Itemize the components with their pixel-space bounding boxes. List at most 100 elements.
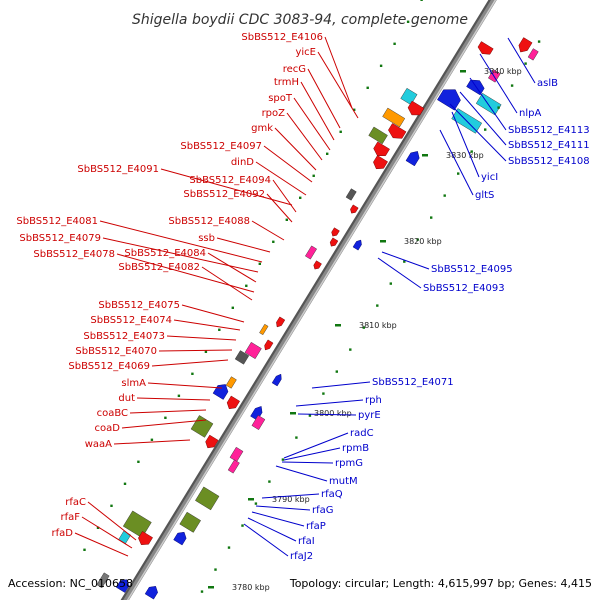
scale-label: 3800 kbp	[314, 409, 352, 418]
gene-feature	[96, 572, 110, 589]
gene-feature	[118, 530, 131, 544]
tick-mark	[150, 438, 154, 441]
tick-mark	[241, 524, 244, 527]
gene-label-forward: SbBS512_E4092	[183, 189, 265, 200]
label-leader	[255, 505, 311, 511]
label-leader	[113, 439, 191, 445]
label-leader	[74, 532, 129, 557]
label-leader	[283, 432, 349, 459]
gene-feature	[477, 41, 494, 55]
label-leader	[459, 91, 507, 146]
label-leader	[116, 253, 255, 293]
gene-feature	[475, 92, 502, 116]
tick-mark	[258, 262, 261, 265]
label-leader	[247, 517, 297, 542]
tick-mark	[191, 372, 194, 375]
gene-feature	[173, 531, 187, 546]
tick-mark	[406, 20, 410, 23]
tick-mark	[295, 436, 298, 439]
label-leader	[181, 304, 245, 323]
feature-track	[83, 0, 541, 600]
tick-mark	[312, 174, 315, 177]
label-leader	[121, 419, 207, 429]
label-leader	[307, 68, 341, 129]
label-leader	[216, 237, 271, 253]
tick-mark	[281, 458, 285, 461]
tick-mark	[484, 128, 487, 131]
gene-feature	[259, 323, 269, 336]
gene-label-reverse: SbBS512_E4071	[372, 377, 454, 388]
tick-mark	[510, 84, 514, 87]
tick-mark	[393, 42, 396, 45]
label-leader	[166, 335, 237, 341]
label-leader	[275, 465, 328, 482]
tick-mark	[200, 590, 204, 593]
gene-label-reverse: rfaI	[298, 536, 315, 547]
tick-mark	[470, 150, 473, 153]
tick-mark	[379, 64, 383, 67]
gene-feature	[527, 48, 539, 61]
tick-mark	[164, 416, 167, 419]
label-leader	[99, 220, 263, 263]
gene-label-forward: SbBS512_E4084	[124, 248, 206, 259]
gene-label-reverse: SbBS512_E4113	[508, 125, 590, 136]
tick-mark	[285, 218, 288, 221]
tick-mark	[245, 284, 248, 287]
gene-feature	[382, 107, 406, 128]
gene-feature	[195, 486, 220, 511]
tick-mark	[268, 480, 271, 483]
gene-feature	[407, 100, 425, 116]
scale-label: 3780 kbp	[232, 583, 270, 592]
tick-mark	[272, 240, 275, 243]
tick-mark	[308, 414, 312, 417]
label-leader	[263, 145, 313, 183]
gene-label-reverse: mutM	[329, 476, 358, 487]
label-leader	[272, 179, 297, 213]
gene-feature	[264, 339, 274, 351]
gene-label-forward: SbBS512_E4069	[68, 361, 150, 372]
gene-label-forward: SbBS512_E4073	[83, 331, 165, 342]
label-leader	[251, 220, 285, 241]
gene-feature	[368, 126, 388, 145]
gene-label-forward: dinD	[231, 157, 254, 168]
gene-label-forward: yicE	[295, 47, 316, 58]
tick-mark	[443, 194, 446, 197]
gene-label-reverse: rpmB	[342, 443, 369, 454]
label-leader	[158, 349, 233, 352]
label-leader	[449, 103, 507, 162]
tick-mark	[362, 326, 365, 329]
gene-feature	[373, 141, 390, 156]
tick-mark	[353, 108, 356, 111]
tick-mark	[524, 62, 527, 65]
label-leader	[286, 112, 323, 161]
scale-label: 3830 kbp	[446, 151, 484, 160]
label-leader	[311, 381, 371, 389]
tick-mark	[366, 86, 369, 89]
gene-label-reverse: radC	[350, 428, 374, 439]
tick-mark	[457, 172, 460, 175]
scale-label: 3820 kbp	[404, 237, 442, 246]
gene-feature	[138, 531, 153, 545]
genome-summary-text: Topology: circular; Length: 4,615,997 bp…	[289, 577, 592, 590]
scale-tick	[248, 498, 254, 501]
label-leader	[451, 111, 480, 178]
label-leader	[377, 257, 422, 289]
scale-tick	[460, 70, 466, 73]
scale-tick	[335, 324, 341, 327]
scale-tick	[290, 412, 296, 415]
gene-label-reverse: aslB	[537, 78, 558, 89]
gene-label-forward: SbBS512_E4079	[19, 233, 101, 244]
gene-label-forward: SbBS512_E4097	[180, 141, 262, 152]
label-leader	[274, 127, 317, 171]
label-leader	[251, 511, 305, 527]
map-title: Shigella boydii CDC 3083-94, complete ge…	[132, 12, 468, 28]
right-gene-labels: aslB nlpA SbBS512_E4113 SbBS512_E4111 SbBS51…	[243, 37, 590, 562]
gene-label-forward: SbBS512_E4088	[168, 216, 250, 227]
gene-label-forward: SbBS512_E4074	[90, 315, 172, 326]
tick-mark	[214, 568, 217, 571]
gene-label-forward: SbBS512_E4075	[98, 300, 180, 311]
label-leader	[295, 399, 364, 407]
gene-feature	[179, 511, 201, 533]
label-leader	[324, 36, 353, 109]
label-leader	[201, 266, 253, 301]
